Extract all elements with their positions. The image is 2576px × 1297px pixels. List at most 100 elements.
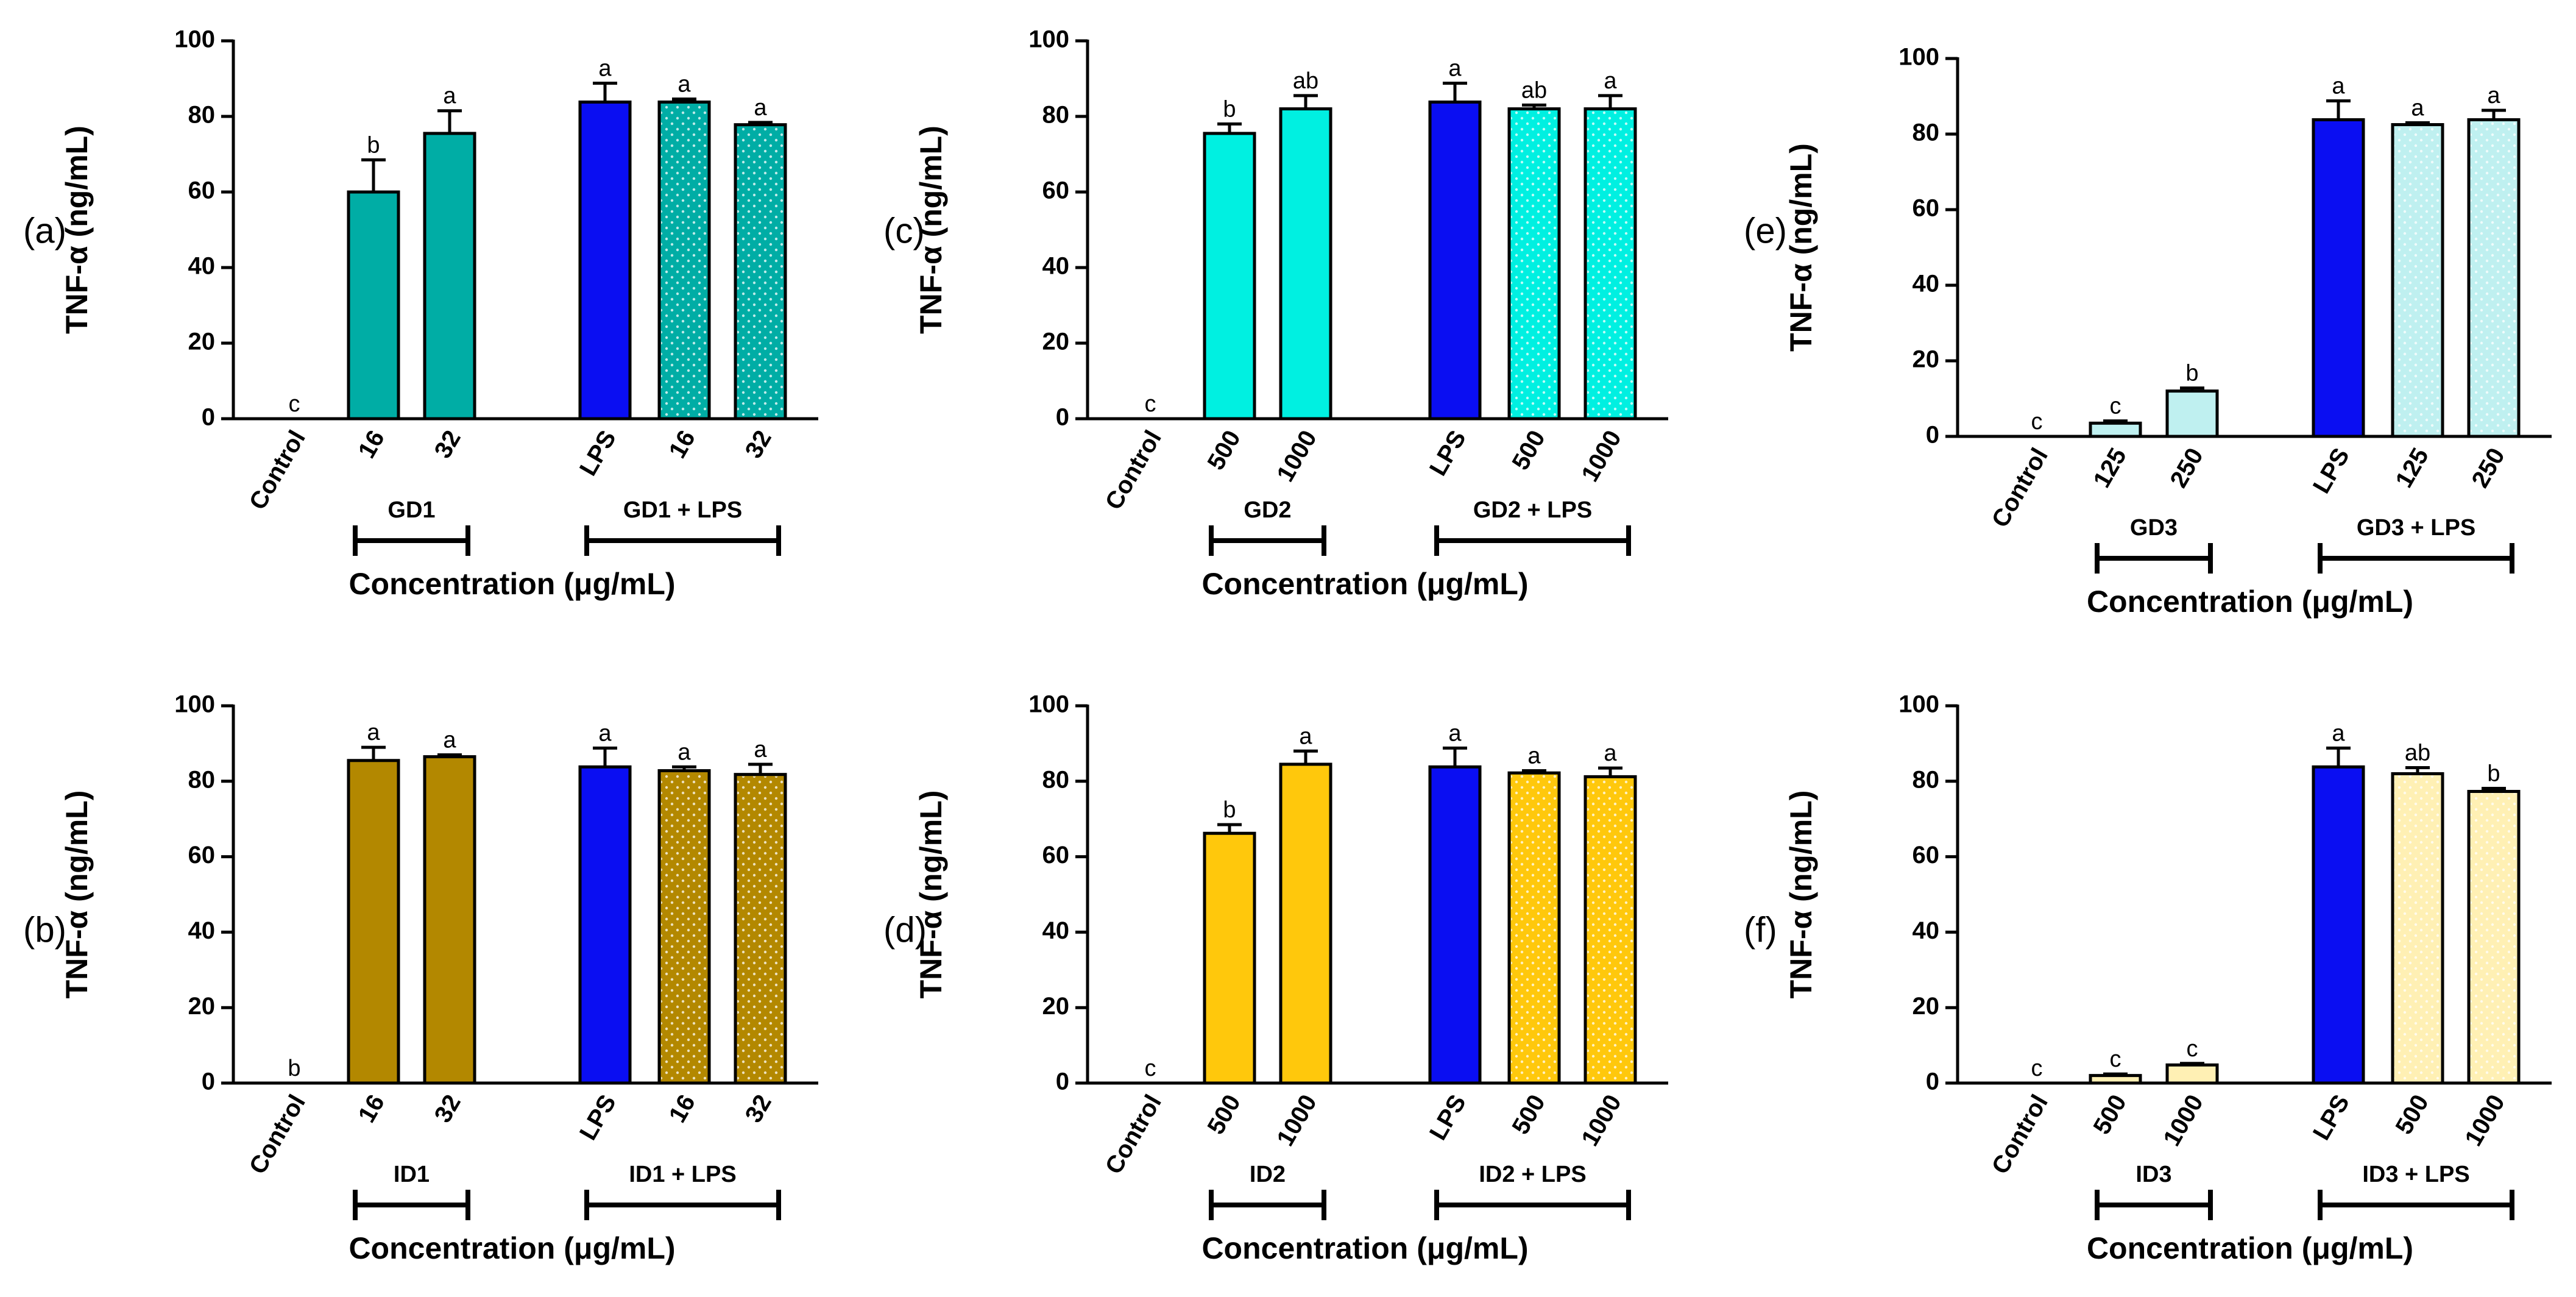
bar [2165, 389, 2219, 438]
group-label: ID2 [1250, 1162, 1286, 1187]
chart-panel: (a)TNF-α (ng/mL) 0 20 40 60 80 100 c Control b 16 a… [23, 26, 818, 601]
chart-panel: (e)TNF-α (ng/mL) 0 20 40 60 80 100 c Control c 125… [1744, 44, 2552, 619]
panel-letter: (c) [883, 211, 925, 251]
y-tick-label: 40 [1913, 917, 1940, 944]
significance-label: c [289, 391, 300, 417]
bar [423, 755, 476, 1085]
bar-dot-pattern [737, 126, 784, 417]
y-tick-label: 100 [1028, 26, 1069, 53]
y-tick-label: 80 [188, 102, 216, 129]
y-tick-label: 100 [1898, 44, 1939, 71]
y-tick-label: 0 [1926, 422, 1939, 449]
significance-label: a [598, 720, 612, 746]
bar-dot-pattern [1511, 775, 1557, 1081]
chart-panel: (f) TNF-α (ng/mL) 0 20 40 60 80 100 c Control c 500… [1744, 691, 2552, 1265]
y-tick-label: 0 [202, 1068, 215, 1095]
category-label: 500 [1202, 1090, 1245, 1139]
y-axis-label: TNF-α (ng/mL) [60, 126, 94, 334]
y-tick-label: 100 [174, 26, 215, 53]
x-axis-label: Concentration (μg/mL) [1201, 567, 1528, 601]
category-label: 16 [353, 426, 390, 463]
y-tick-label: 60 [1042, 842, 1070, 869]
bar-dot-pattern [2394, 775, 2441, 1081]
bar [347, 759, 400, 1085]
panel-letter: (a) [23, 211, 66, 251]
y-tick-label: 20 [1042, 329, 1070, 355]
category-label: Control [1100, 1090, 1167, 1179]
panel-letter: (e) [1744, 211, 1787, 251]
category-label: 500 [1507, 1090, 1550, 1139]
significance-label: a [598, 55, 612, 81]
bar [2165, 1063, 2219, 1085]
significance-label: a [1604, 741, 1617, 766]
significance-label: a [1604, 68, 1617, 94]
category-label: Control [1100, 426, 1167, 514]
category-label: 125 [2088, 444, 2131, 492]
y-tick-label: 60 [1913, 195, 1940, 222]
category-label: 500 [1507, 426, 1550, 475]
group-label: GD3 [2130, 515, 2178, 541]
category-label: LPS [2308, 1090, 2355, 1145]
category-label: LPS [2308, 444, 2355, 498]
significance-label: a [1448, 720, 1462, 746]
category-label: Control [1987, 444, 2053, 532]
bar [423, 132, 476, 421]
x-axis-label: Concentration (μg/mL) [1201, 1231, 1528, 1265]
bar-dot-pattern [661, 104, 707, 417]
y-tick-label: 60 [188, 842, 216, 869]
bar [578, 100, 632, 421]
y-axis-label: TNF-α (ng/mL) [1784, 791, 1818, 999]
significance-label: a [2411, 95, 2424, 121]
category-label: 16 [664, 1090, 701, 1128]
significance-label: a [443, 727, 456, 753]
bar [1279, 762, 1332, 1085]
category-label: 500 [1202, 426, 1245, 475]
significance-label: b [288, 1056, 300, 1081]
significance-label: a [678, 71, 691, 97]
group-label: GD1 + LPS [623, 497, 742, 523]
bar-dot-pattern [737, 776, 784, 1081]
significance-label: b [2185, 361, 2198, 386]
y-tick-label: 40 [188, 917, 216, 944]
y-axis-label: TNF-α (ng/mL) [914, 126, 948, 334]
y-tick-label: 60 [188, 177, 216, 204]
significance-label: c [2187, 1036, 2198, 1062]
category-label: 32 [740, 426, 777, 463]
group-label: ID1 + LPS [629, 1162, 736, 1187]
panel-letter: (b) [23, 910, 66, 950]
group-label: GD2 + LPS [1473, 497, 1592, 523]
y-tick-label: 80 [1042, 766, 1070, 793]
bar [1203, 831, 1256, 1085]
bar [2312, 765, 2365, 1085]
y-tick-label: 0 [1056, 1068, 1069, 1095]
group-label: ID3 + LPS [2362, 1162, 2469, 1187]
y-tick-label: 80 [188, 766, 216, 793]
bar [578, 765, 632, 1085]
y-tick-label: 80 [1042, 102, 1070, 129]
bar-dot-pattern [1587, 110, 1633, 417]
category-label: 16 [353, 1090, 390, 1128]
significance-label: a [2487, 83, 2500, 108]
significance-label: ab [1293, 68, 1318, 94]
significance-label: a [1527, 743, 1541, 769]
category-label: 1000 [1576, 426, 1627, 486]
y-tick-label: 40 [188, 253, 216, 280]
significance-label: c [2031, 409, 2043, 435]
y-tick-label: 40 [1042, 253, 1070, 280]
category-label: 1000 [1576, 1090, 1627, 1151]
panel-letter: (d) [883, 910, 927, 950]
significance-label: c [1145, 1056, 1156, 1081]
bar [2089, 421, 2142, 438]
significance-label: a [754, 737, 767, 762]
category-label: Control [244, 426, 311, 514]
significance-label: a [443, 84, 456, 109]
y-tick-label: 20 [188, 329, 216, 355]
significance-label: b [1223, 96, 1236, 122]
significance-label: a [678, 739, 691, 765]
y-tick-label: 100 [1898, 691, 1939, 718]
bar-dot-pattern [2471, 121, 2517, 435]
y-axis-label: TNF-α (ng/mL) [914, 791, 948, 999]
y-tick-label: 20 [1042, 993, 1070, 1020]
category-label: 32 [740, 1090, 777, 1128]
